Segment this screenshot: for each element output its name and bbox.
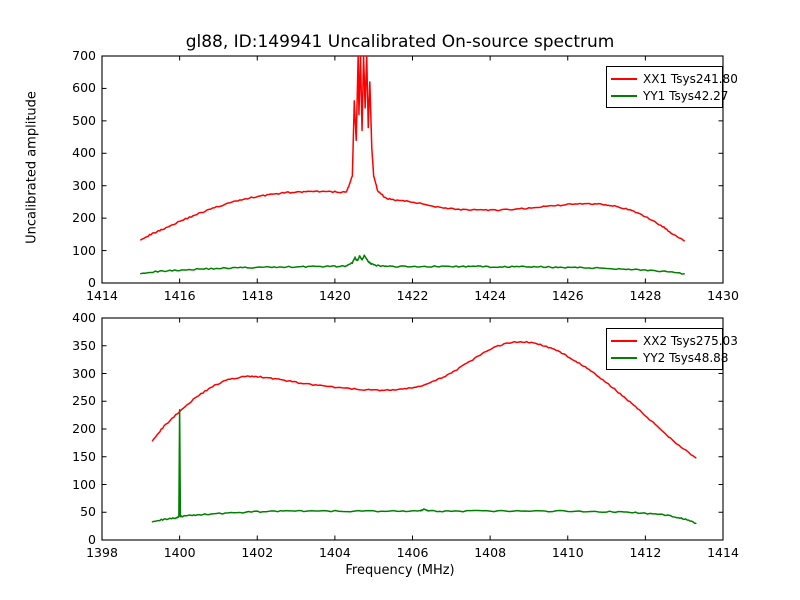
y-tick-label: 150 [72,448,96,464]
y-tick-label: 300 [72,365,96,381]
legend-label: XX1 Tsys241.80 [643,71,738,86]
legend-bottom-entry: YY2 Tsys48.88 [611,349,728,366]
legend-label: XX2 Tsys275.03 [643,333,738,348]
y-tick-label: 400 [72,145,96,161]
x-tick-label: 1420 [318,288,351,303]
legend-color-swatch [611,77,637,80]
x-tick-label: 1404 [318,545,351,560]
y-tick-label: 500 [72,112,96,128]
x-tick-label: 1414 [707,545,739,560]
x-tick-label: 1416 [163,288,196,303]
y-tick-label: 250 [72,393,96,409]
y-tick-label: 50 [80,504,96,520]
x-tick-label: 1424 [474,288,507,303]
y-tick-label: 100 [72,242,96,258]
y-tick-label: 0 [88,532,96,547]
y-tick-label: 200 [72,421,96,436]
legend-top-panel: XX1 Tsys241.80 YY1 Tsys42.27 [606,66,738,108]
legend-color-swatch [611,356,637,359]
y-tick-label: 300 [72,177,96,193]
x-tick-label: 1414 [86,288,118,303]
x-axis-label: Frequency (MHz) [345,563,455,578]
legend-bottom-entry: XX2 Tsys275.03 [611,332,738,349]
x-tick-label: 1406 [396,545,429,560]
y-tick-label: 200 [72,210,96,226]
legend-color-swatch [611,94,637,97]
x-tick-label: 1422 [396,288,429,303]
x-tick-label: 1428 [629,288,662,303]
x-tick-label: 1402 [241,545,274,560]
legend-label: YY1 Tsys42.27 [643,88,729,103]
y-tick-label: 100 [72,476,96,492]
y-tick-label: 0 [88,275,96,290]
y-tick-label: 600 [72,80,96,96]
legend-label: YY2 Tsys48.88 [643,350,729,365]
y-tick-label: 400 [72,310,96,325]
x-tick-label: 1408 [474,545,507,560]
x-tick-label: 1426 [551,288,584,303]
legend-top-entry: XX1 Tsys241.80 [611,70,738,87]
x-tick-label: 1410 [551,545,584,560]
x-tick-label: 1400 [163,545,196,560]
page-title: gl88, ID:149941 Uncalibrated On-source s… [185,32,615,52]
x-tick-label: 1418 [241,288,274,303]
x-tick-label: 1412 [629,545,662,560]
x-tick-label: 1430 [707,288,739,303]
legend-bottom-panel: XX2 Tsys275.03 YY2 Tsys48.88 [606,328,738,370]
y-tick-label: 700 [72,48,96,63]
x-tick-label: 1398 [86,545,118,560]
legend-top-entry: YY1 Tsys42.27 [611,87,728,104]
y-tick-label: 350 [72,337,96,353]
legend-color-swatch [611,339,637,342]
